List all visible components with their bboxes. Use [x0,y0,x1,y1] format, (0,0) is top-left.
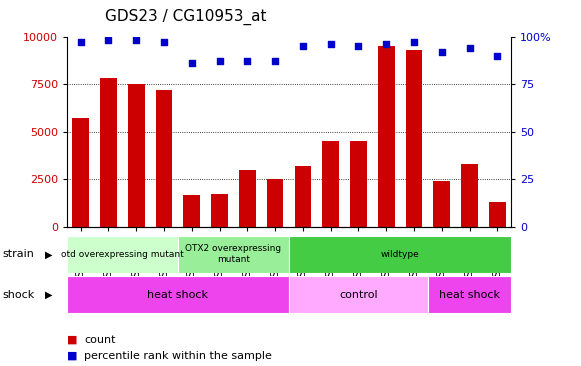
Bar [156,90,173,227]
Bar [289,236,511,273]
Bar [406,50,422,227]
Bar [178,236,289,273]
Bar [433,181,450,227]
Text: OTX2 overexpressing
mutant: OTX2 overexpressing mutant [185,244,282,264]
Text: count: count [84,335,116,345]
Bar [289,276,428,313]
Bar [67,276,289,313]
Bar [428,276,511,313]
Bar [67,236,178,273]
Point [493,53,502,59]
Bar [461,164,478,227]
Text: otd overexpressing mutant: otd overexpressing mutant [61,250,184,259]
Point [243,59,252,64]
Bar [128,84,145,227]
Text: ■: ■ [67,351,77,361]
Text: strain: strain [3,249,35,259]
Point [271,59,280,64]
Bar [73,119,89,227]
Text: wildtype: wildtype [381,250,419,259]
Point [159,40,168,45]
Text: ■: ■ [67,335,77,345]
Point [104,37,113,43]
Point [326,41,335,47]
Point [465,45,474,51]
Bar [322,141,339,227]
Text: control: control [339,290,378,300]
Text: ▶: ▶ [45,290,52,300]
Text: ▶: ▶ [45,249,52,259]
Text: percentile rank within the sample: percentile rank within the sample [84,351,272,361]
Text: shock: shock [3,290,35,300]
Bar [378,46,394,227]
Text: heat shock: heat shock [148,290,209,300]
Bar [350,141,367,227]
Point [354,43,363,49]
Point [76,40,85,45]
Text: GDS23 / CG10953_at: GDS23 / CG10953_at [105,9,267,25]
Point [382,41,391,47]
Bar [211,194,228,227]
Bar [184,195,200,227]
Bar [295,166,311,227]
Point [298,43,307,49]
Point [215,59,224,64]
Point [132,37,141,43]
Point [437,49,446,55]
Bar [100,78,117,227]
Bar [267,179,284,227]
Bar [489,202,505,227]
Bar [239,170,256,227]
Point [187,60,196,66]
Point [410,40,419,45]
Text: heat shock: heat shock [439,290,500,300]
